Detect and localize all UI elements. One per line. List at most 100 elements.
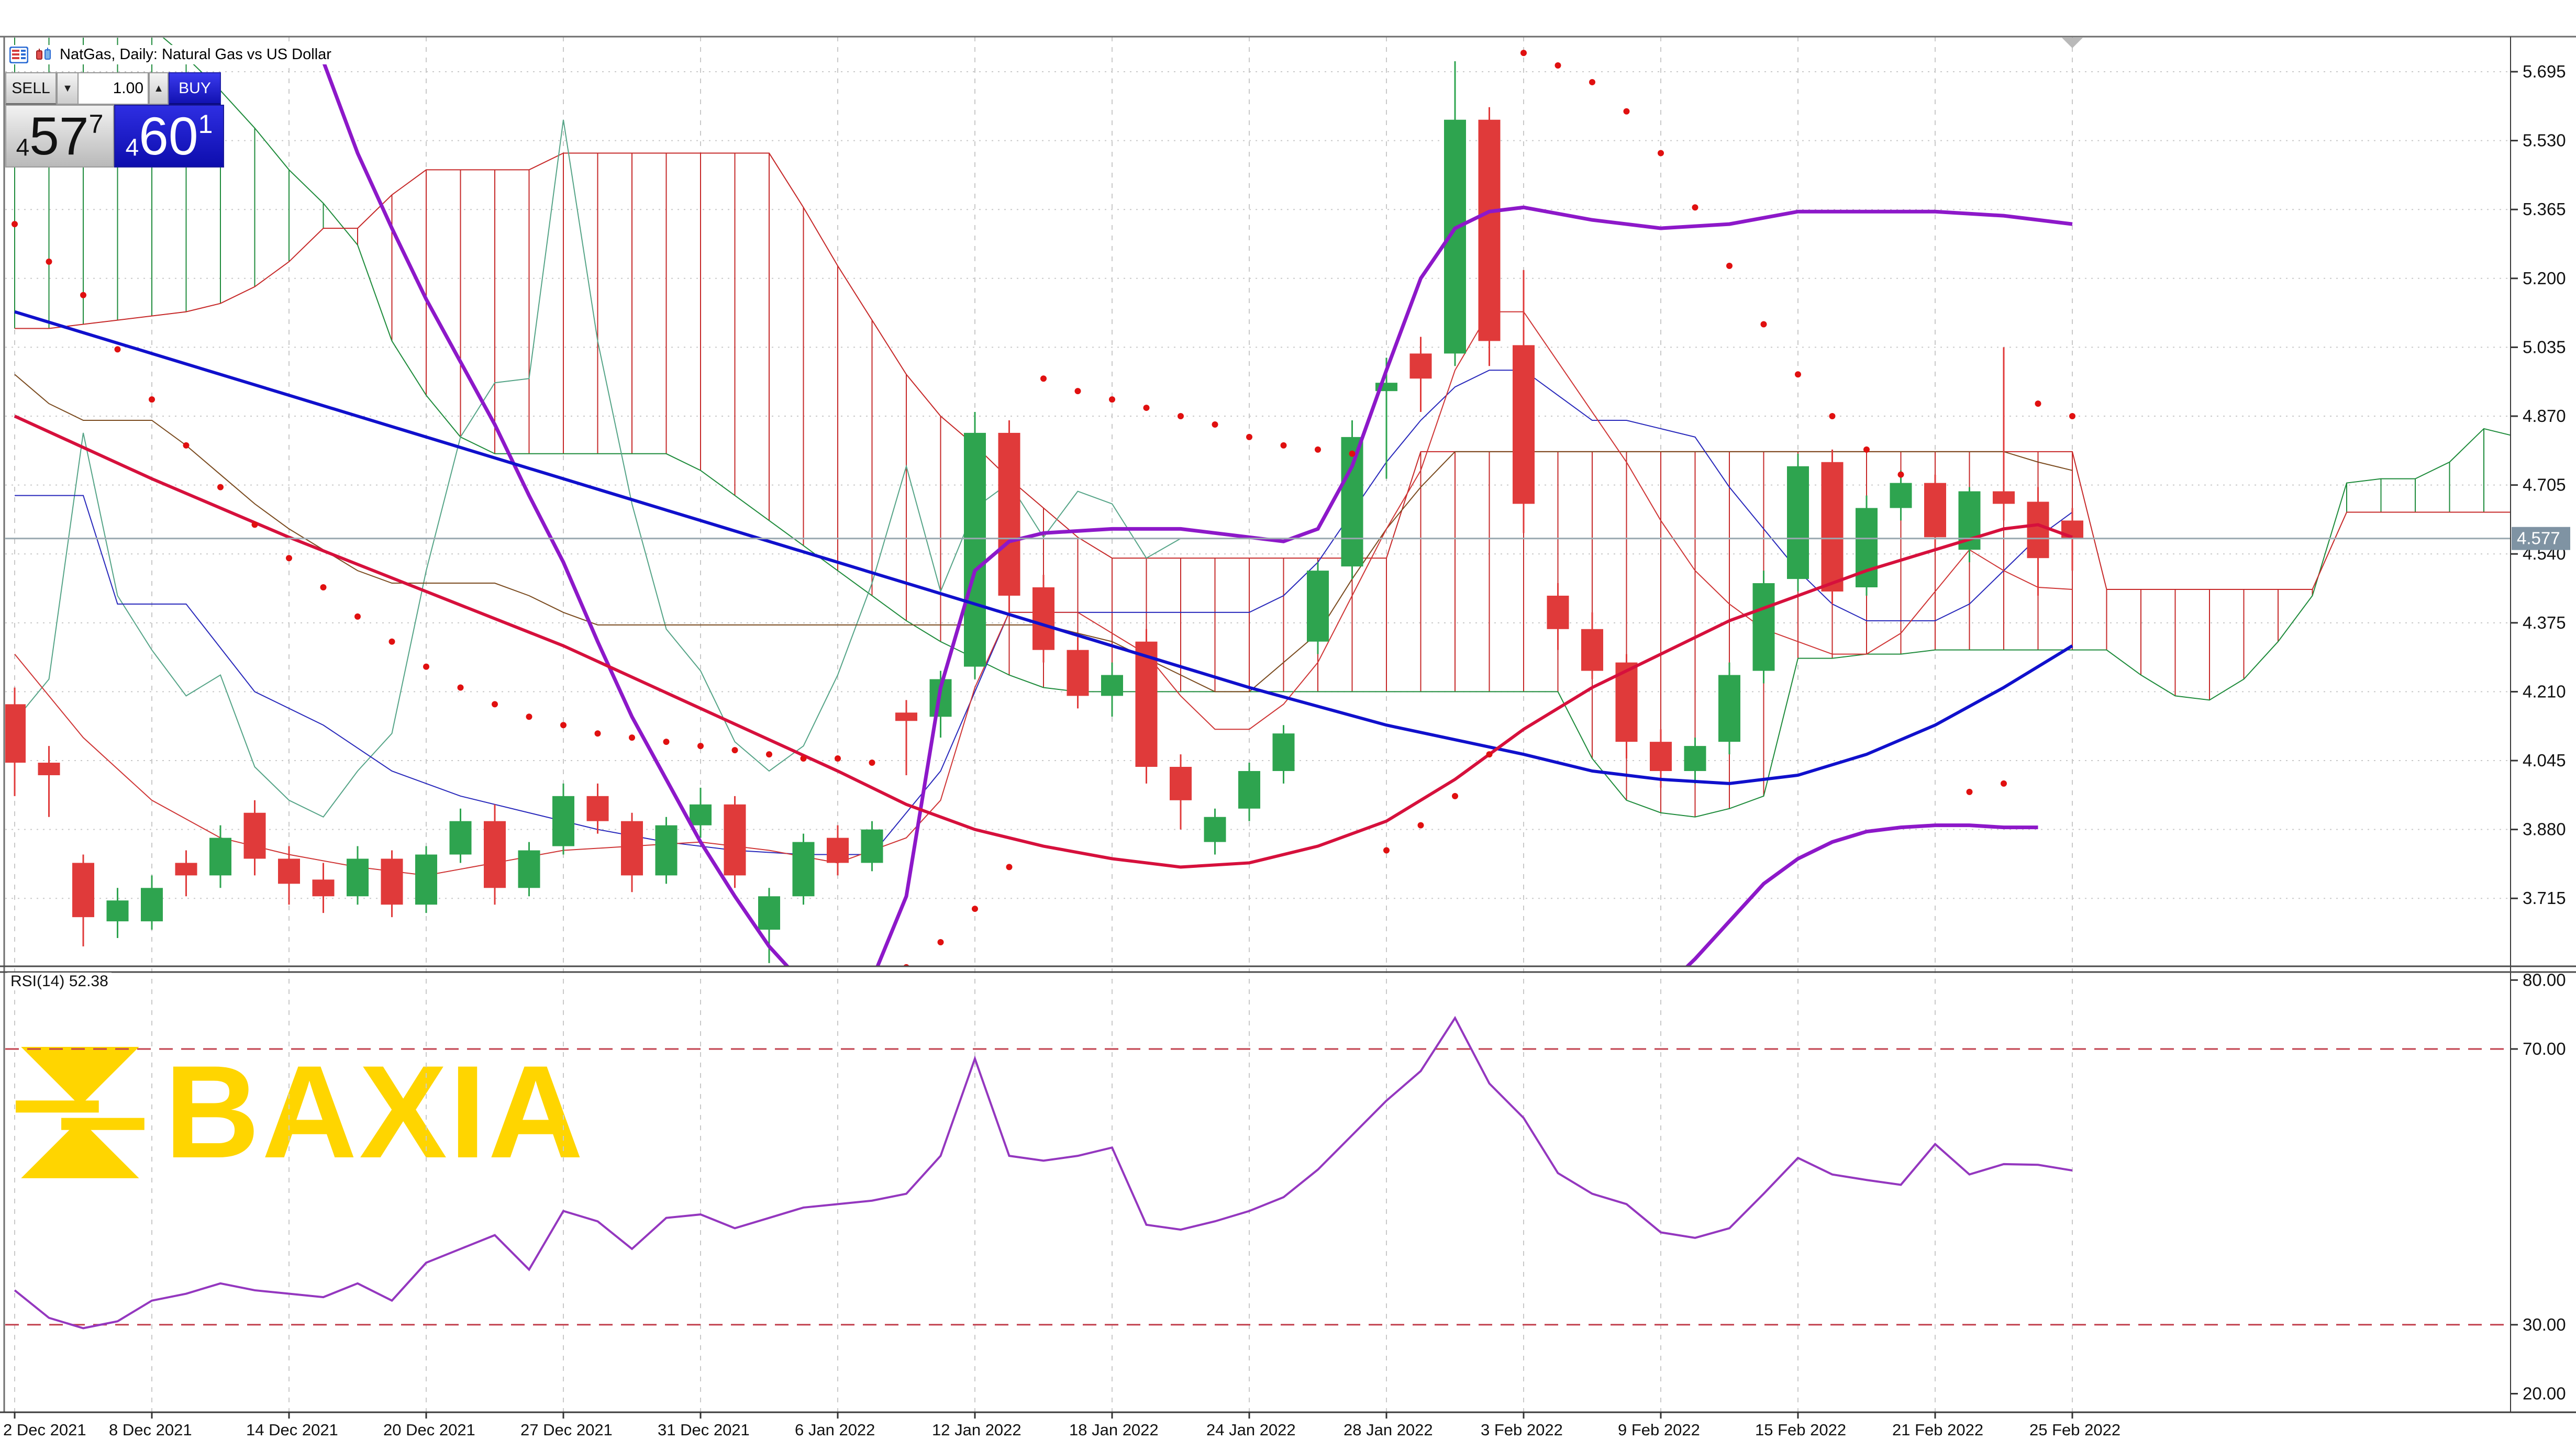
price-tick-label: 4.375 xyxy=(2523,613,2566,632)
candle-body xyxy=(415,854,437,905)
candle-body xyxy=(861,829,883,863)
sell-button[interactable]: SELL xyxy=(5,72,57,105)
sell-price-pip: 7 xyxy=(88,109,104,139)
volume-dropdown-button[interactable]: ▼ xyxy=(57,72,79,105)
candle-body xyxy=(1924,483,1946,538)
candle-body xyxy=(1684,746,1706,771)
date-tick-label: 15 Feb 2022 xyxy=(1755,1421,1846,1439)
rsi-tick-label: 30.00 xyxy=(2523,1315,2566,1334)
candle-body xyxy=(1101,675,1123,696)
sell-price-prefix: 4 xyxy=(16,133,30,161)
current-price-chip xyxy=(2512,527,2570,550)
baxia-logo-icon xyxy=(16,1047,145,1178)
price-tick-label: 5.200 xyxy=(2523,269,2566,288)
price-tick-label: 5.695 xyxy=(2523,62,2566,81)
candle-body xyxy=(1272,733,1295,771)
ma-blue-line xyxy=(14,310,2073,785)
candle-body xyxy=(1821,462,1844,592)
price-tick-label: 4.705 xyxy=(2523,475,2566,495)
candle-body xyxy=(1718,675,1740,742)
candle-body xyxy=(1067,650,1089,696)
candle-body xyxy=(1135,641,1158,767)
candle-body xyxy=(1547,595,1569,629)
price-tick-label: 3.715 xyxy=(2523,888,2566,908)
candle-body xyxy=(1787,466,1809,579)
date-tick-label: 2 Dec 2021 xyxy=(3,1421,86,1439)
gridlines xyxy=(5,37,2511,1412)
date-tick-label: 8 Dec 2021 xyxy=(109,1421,192,1439)
senkou-span-b-line xyxy=(15,152,2511,590)
sell-price-main: 57 xyxy=(29,106,89,166)
candle-body xyxy=(1204,817,1226,842)
date-tick-label: 25 Feb 2022 xyxy=(2029,1421,2120,1439)
ma-red-line xyxy=(14,415,2073,869)
candle-body xyxy=(1581,629,1603,671)
buy-button[interactable]: BUY xyxy=(169,72,221,105)
rsi-line xyxy=(14,1015,2073,1330)
candle-body xyxy=(484,821,506,888)
candle-body xyxy=(1856,508,1878,588)
candle-body xyxy=(243,812,266,859)
candle-body xyxy=(209,838,231,876)
volume-input[interactable] xyxy=(79,72,149,105)
candle-body xyxy=(1032,587,1054,650)
chikou-span-line xyxy=(14,119,1181,818)
candle-body xyxy=(449,821,472,855)
date-tick-label: 9 Feb 2022 xyxy=(1618,1421,1700,1439)
rsi-indicator-label: RSI(14) 52.38 xyxy=(7,973,112,990)
candle-body xyxy=(1409,353,1432,379)
volume-stepper-up-button[interactable]: ▲ xyxy=(149,72,169,105)
date-tick-label: 12 Jan 2022 xyxy=(932,1421,1021,1439)
price-tick-label: 4.870 xyxy=(2523,406,2566,426)
main-chart-panel xyxy=(5,38,2511,966)
candle-body xyxy=(552,796,574,846)
candle-body xyxy=(827,838,849,863)
sell-price-panel[interactable]: 4 57 7 xyxy=(5,105,114,168)
candle-body xyxy=(1170,767,1192,800)
date-axis[interactable]: 2 Dec 2021 8 Dec 2021 14 Dec 2021 20 Dec 20… xyxy=(3,1412,2120,1439)
rsi-tick-label: 80.00 xyxy=(2523,970,2566,989)
candle-body xyxy=(998,432,1020,596)
one-click-trading-panel: SELL ▼ ▲ BUY 4 57 7 4 60 1 xyxy=(5,72,224,168)
date-tick-label: 6 Jan 2022 xyxy=(795,1421,875,1439)
candle-body xyxy=(106,900,129,922)
candle-body xyxy=(690,804,712,825)
candle-body xyxy=(1513,345,1535,504)
buy-price-prefix: 4 xyxy=(125,133,139,161)
candle-body xyxy=(758,896,780,930)
candle-body xyxy=(175,863,197,876)
candle-body xyxy=(586,796,609,821)
buy-price-main: 60 xyxy=(139,106,198,166)
kijun-brown-line xyxy=(14,374,2073,693)
date-tick-label: 31 Dec 2021 xyxy=(658,1421,750,1439)
candles xyxy=(5,61,2083,963)
rsi-tick-label: 70.00 xyxy=(2523,1039,2566,1058)
candle-body xyxy=(1993,491,2015,504)
price-tick-label: 4.045 xyxy=(2523,751,2566,770)
candle-body xyxy=(347,858,369,897)
parabolic-sar-dots xyxy=(12,50,2075,966)
price-tick-label: 5.365 xyxy=(2523,199,2566,219)
buy-price-panel[interactable]: 4 60 1 xyxy=(114,105,224,168)
baxia-watermark: BAXIA xyxy=(16,1046,585,1181)
price-axis[interactable]: 5.6955.5305.3655.2005.0354.8704.7054.540… xyxy=(2511,62,2570,1403)
candle-body xyxy=(1341,437,1363,567)
candle-body xyxy=(1752,583,1775,671)
candle-body xyxy=(2027,501,2049,559)
candlestick-chart-icon xyxy=(36,47,51,60)
candle-body xyxy=(518,850,540,888)
ichimoku-cloud xyxy=(14,38,2511,818)
candle-body xyxy=(278,858,300,884)
price-tick-label: 3.880 xyxy=(2523,820,2566,839)
series-end-marker[interactable] xyxy=(2062,38,2083,48)
price-tick-label: 4.210 xyxy=(2523,682,2566,701)
date-tick-label: 28 Jan 2022 xyxy=(1343,1421,1433,1439)
candle-body xyxy=(1890,483,1912,508)
symbol-list-icon xyxy=(9,46,28,63)
candle-body xyxy=(792,842,815,897)
candle-body xyxy=(621,821,643,876)
date-tick-label: 21 Feb 2022 xyxy=(1892,1421,1983,1439)
candle-body xyxy=(312,879,335,897)
